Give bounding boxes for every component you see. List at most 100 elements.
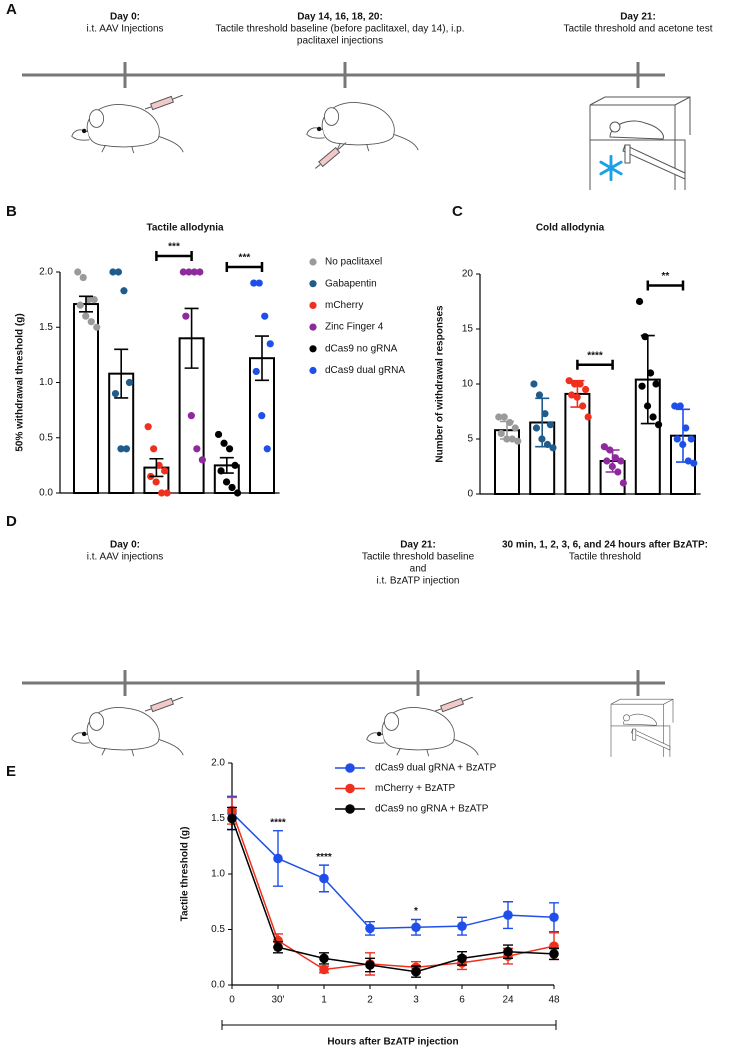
data-point (617, 457, 625, 465)
series-line (231, 810, 555, 971)
data-point (676, 402, 684, 410)
panel-label: D (6, 513, 17, 530)
error-bar (640, 334, 655, 425)
legend-marker (309, 301, 317, 309)
data-point (646, 369, 655, 377)
data-point (649, 413, 657, 421)
data-point (179, 268, 187, 276)
legend-marker (345, 804, 355, 814)
data-point (125, 378, 134, 387)
error-bar (219, 456, 234, 474)
data-point (255, 279, 263, 287)
data-point (225, 445, 234, 453)
data-point (231, 461, 239, 469)
data-point (263, 445, 271, 453)
legend-label: Zinc Finger 4 (325, 322, 384, 333)
data-point (273, 935, 283, 946)
data-point (198, 456, 206, 464)
chart-title: Tactile allodynia (146, 223, 223, 234)
data-point (220, 439, 228, 447)
x-tick-label: 6 (459, 995, 465, 1006)
data-point (214, 430, 223, 439)
data-point (222, 478, 231, 486)
data-point (582, 385, 590, 394)
y-tick-label: 2.0 (39, 267, 53, 278)
legend-label: Gabapentin (325, 278, 377, 289)
error-bar (605, 449, 620, 473)
data-point (600, 443, 608, 451)
data-point (532, 424, 541, 432)
syringe-icon (435, 697, 474, 713)
data-point (258, 412, 266, 420)
panel-label: B (6, 203, 17, 220)
x-tick-label: 24 (502, 995, 514, 1006)
data-point (549, 912, 559, 923)
data-point (365, 923, 375, 934)
data-point (187, 412, 195, 420)
event-text: paclitaxel injections (297, 36, 383, 47)
event-title: 30 min, 1, 2, 3, 6, and 24 hours after B… (502, 540, 708, 551)
y-tick-label: 1.5 (39, 322, 53, 333)
x-axis-title: Hours after BzATP injection (327, 1037, 458, 1048)
legend-marker (309, 345, 317, 353)
data-point (90, 296, 98, 304)
data-point (319, 953, 329, 964)
chart-title: Cold allodynia (536, 223, 605, 234)
data-point (576, 380, 584, 388)
y-tick-label: 0.0 (211, 980, 225, 991)
data-point (85, 296, 93, 304)
data-point (638, 382, 646, 390)
event-title: Day 0: (110, 540, 140, 551)
x-tick-label: 2 (367, 995, 373, 1006)
y-tick-label: 0.5 (39, 432, 53, 443)
data-point (117, 445, 125, 453)
data-point (611, 454, 619, 462)
mouse-icon (71, 707, 184, 757)
panel-label: C (452, 203, 463, 220)
significance-label: * (414, 906, 418, 917)
legend-label: dCas9 dual gRNA + BzATP (375, 763, 497, 774)
data-point (233, 489, 242, 497)
error-bar (500, 420, 514, 440)
error-bar (184, 307, 199, 369)
data-point (158, 489, 166, 497)
data-point (120, 287, 128, 295)
data-point (671, 402, 679, 410)
data-point (196, 268, 204, 276)
data-point (635, 297, 644, 306)
data-point (261, 312, 269, 320)
significance-bracket (155, 251, 193, 261)
legend-label: mCherry (325, 300, 363, 311)
x-tick-label: 0 (229, 995, 235, 1006)
y-tick-label: 20 (462, 269, 474, 280)
data-point (163, 489, 171, 497)
significance-label: **** (587, 350, 603, 361)
data-point (74, 268, 82, 276)
event-title: Day 14, 16, 18, 20: (297, 12, 383, 23)
y-tick-label: 5 (467, 434, 473, 445)
data-point (111, 389, 120, 398)
legend-label: mCherry + BzATP (375, 783, 455, 794)
legend-label: dCas9 no gRNA + BzATP (375, 804, 489, 815)
event-title: Day 21: (400, 540, 436, 551)
test-rig-icon (610, 698, 674, 758)
data-point (603, 457, 611, 465)
event-text: Tactile threshold baseline (before pacli… (215, 24, 464, 35)
data-point (365, 960, 375, 970)
event-text: Tactile threshold (569, 552, 641, 563)
data-point (535, 391, 544, 399)
significance-bracket (646, 280, 685, 291)
data-point (82, 312, 90, 320)
significance-label: ** (662, 271, 670, 282)
event-title: Day 0: (110, 12, 140, 23)
data-point (144, 423, 152, 431)
data-point (690, 459, 698, 467)
bar (73, 303, 99, 495)
data-point (584, 413, 592, 421)
x-tick-label: 30' (271, 995, 284, 1006)
data-point (411, 922, 421, 933)
data-point (541, 410, 549, 418)
y-tick-label: 1.0 (211, 869, 225, 880)
data-point (457, 953, 467, 964)
